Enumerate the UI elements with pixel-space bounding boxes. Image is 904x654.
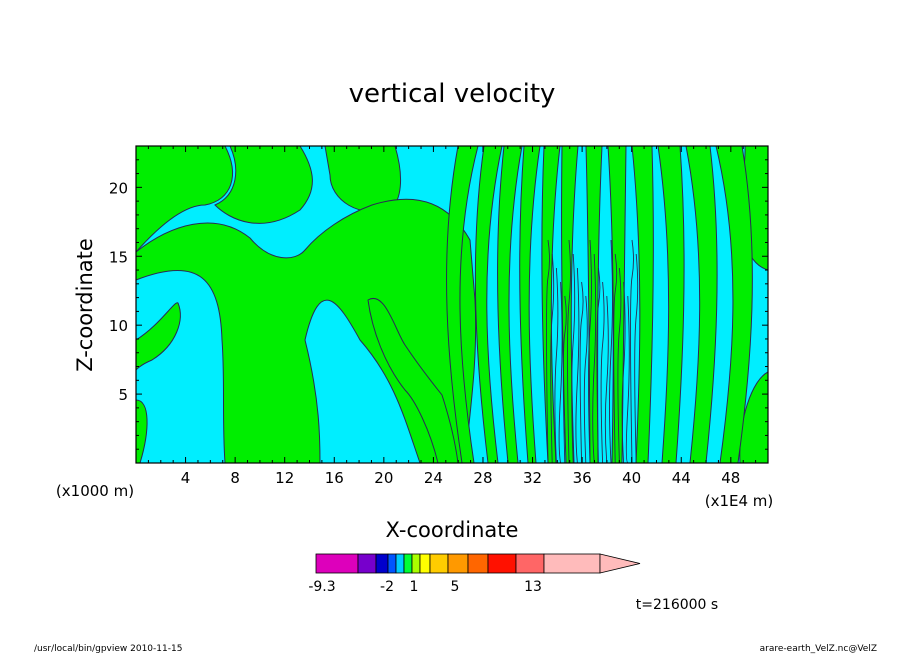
contour-line <box>550 253 555 464</box>
y-tick-label: 15 <box>109 248 128 266</box>
contour-line <box>583 295 588 464</box>
contour-line <box>630 239 634 464</box>
colorbar <box>315 553 641 574</box>
y-axis-ticks: 5 10 15 20 <box>109 159 768 450</box>
contour-line <box>613 253 618 464</box>
x-tick-label: 4 <box>181 469 191 487</box>
y-tick-label: 5 <box>118 386 128 404</box>
colorbar-label: 1 <box>410 579 419 595</box>
colorbar-segment <box>387 553 397 574</box>
positive-region <box>135 198 477 464</box>
contour-line <box>558 281 563 464</box>
contour-line <box>571 253 576 464</box>
x-tick-label: 24 <box>424 469 443 487</box>
contour-field <box>135 145 769 464</box>
y-axis-label: Z-coordinate <box>73 238 97 372</box>
contour-line <box>617 267 622 464</box>
contour-line <box>592 253 597 464</box>
y-tick-label: 20 <box>109 179 128 197</box>
colorbar-labels: -9.3 -2 1 5 13 <box>308 579 542 595</box>
colorbar-segment <box>543 553 601 574</box>
contour-line <box>554 267 559 464</box>
contour-line <box>562 295 567 464</box>
colorbar-arrow <box>599 553 641 574</box>
contour-line <box>546 239 550 464</box>
plot-frame <box>135 145 769 464</box>
x-tick-label: 32 <box>523 469 542 487</box>
contour-line <box>575 267 580 464</box>
colorbar-label: -9.3 <box>308 579 335 595</box>
x-tick-label: 8 <box>230 469 240 487</box>
contour-line <box>621 281 626 464</box>
colorbar-segment <box>429 553 449 574</box>
x-tick-label: 28 <box>473 469 492 487</box>
contour-line <box>609 239 613 464</box>
x-tick-label: 12 <box>275 469 294 487</box>
colorbar-segment <box>403 553 413 574</box>
colorbar-segment <box>515 553 545 574</box>
y-tick-label: 10 <box>109 317 128 335</box>
chart-title: vertical velocity <box>349 79 556 109</box>
colorbar-segment <box>395 553 405 574</box>
colorbar-label: -2 <box>380 579 394 595</box>
time-label: t=216000 s <box>636 597 718 613</box>
colorbar-label: 13 <box>524 579 542 595</box>
contour-line <box>567 239 571 464</box>
colorbar-segment <box>447 553 469 574</box>
colorbar-segment <box>315 553 359 574</box>
x-tick-label: 44 <box>672 469 691 487</box>
y-unit-label: (x1000 m) <box>56 482 134 500</box>
x-tick-label: 48 <box>721 469 740 487</box>
x-axis-label: X-coordinate <box>386 518 519 542</box>
footer-right: arare-earth_VelZ.nc@VelZ <box>760 644 877 654</box>
contour-line <box>604 295 609 464</box>
x-axis-ticks: 4 8 12 16 20 24 28 32 36 40 44 48 <box>147 146 757 487</box>
colorbar-segment <box>411 553 421 574</box>
positive-region <box>135 145 233 254</box>
x-tick-label: 20 <box>374 469 393 487</box>
colorbar-segment <box>467 553 489 574</box>
colorbar-segment <box>487 553 517 574</box>
positive-region <box>214 145 313 224</box>
contour-line <box>596 267 601 464</box>
colorbar-segment <box>357 553 377 574</box>
x-unit-label: (x1E4 m) <box>705 492 774 510</box>
x-tick-label: 36 <box>573 469 592 487</box>
x-tick-label: 16 <box>325 469 344 487</box>
contour-line <box>634 253 639 464</box>
colorbar-segment <box>375 553 389 574</box>
positive-region <box>367 297 459 464</box>
positive-region <box>135 302 181 372</box>
contour-line <box>579 281 584 464</box>
colorbar-segment <box>419 553 431 574</box>
contour-line <box>588 239 592 464</box>
contour-line <box>625 295 630 464</box>
contour-line <box>600 281 605 464</box>
x-tick-label: 40 <box>622 469 641 487</box>
footer-left: /usr/local/bin/gpview 2010-11-15 <box>34 644 182 654</box>
colorbar-label: 5 <box>451 579 460 595</box>
